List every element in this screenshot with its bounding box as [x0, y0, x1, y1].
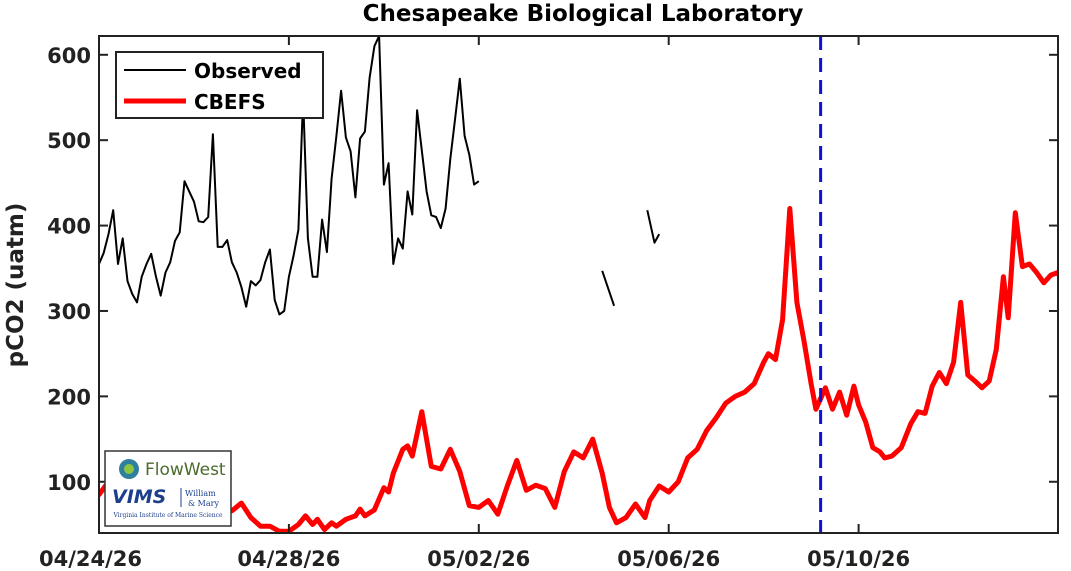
legend: Observed CBEFS: [115, 51, 324, 119]
partner-logo: FlowWest VIMS William & Mary Virginia In…: [104, 450, 232, 527]
logo-institute: Virginia Institute of Marine Science: [112, 512, 223, 519]
plot-frame: [98, 35, 1059, 534]
logo-vims: VIMS: [112, 486, 166, 508]
logo-william: William: [185, 489, 216, 498]
chart-title: Chesapeake Biological Laboratory: [363, 1, 804, 27]
series-line-cbefs: [99, 206, 1058, 533]
logo-mary: & Mary: [188, 499, 219, 508]
y-tick-label: 600: [47, 44, 91, 68]
y-tick-label: 200: [47, 385, 91, 409]
series-line-observed-segment-2: [646, 209, 661, 244]
series-line-observed-segment-1: [601, 270, 616, 307]
y-tick-label: 400: [47, 215, 91, 239]
legend-box: [115, 51, 324, 119]
x-tick-label: 05/10/26: [807, 547, 910, 571]
x-tick-label: 05/02/26: [427, 547, 530, 571]
x-tick-label: 04/28/26: [237, 547, 340, 571]
legend-label-cbefs: CBEFS: [194, 90, 266, 114]
series-layer: [99, 36, 1058, 533]
legend-label-observed: Observed: [194, 59, 302, 83]
x-tick-label: 05/06/26: [617, 547, 720, 571]
y-tick-label: 500: [47, 129, 91, 153]
flowwest-leaf-icon: [124, 464, 134, 474]
logo-flowwest: FlowWest: [145, 460, 226, 480]
y-tick-label: 100: [47, 471, 91, 495]
series-line-observed-segment-0: [99, 36, 480, 316]
tick-layer: 100 200 300 400 500 600 04/24/26 04/28/26 05/02/…: [39, 36, 1058, 571]
y-tick-label: 300: [47, 300, 91, 324]
x-tick-label: 04/24/26: [39, 547, 142, 571]
y-axis-label: pCO2 (uatm): [3, 203, 29, 368]
